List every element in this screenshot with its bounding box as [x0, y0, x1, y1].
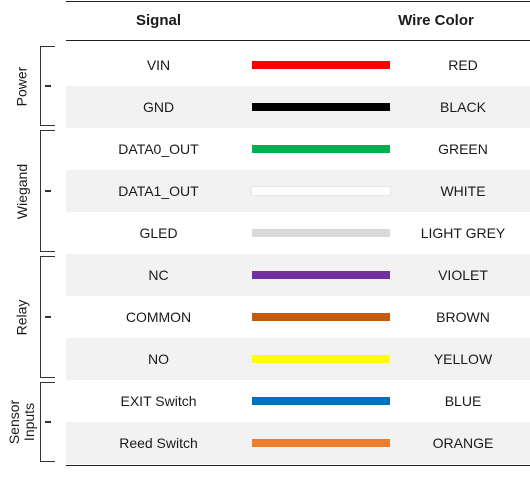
- group-label: Power: [13, 66, 30, 106]
- table-row-gnd: GND BLACK: [66, 86, 530, 128]
- table-header: Signal Wire Color: [66, 2, 530, 40]
- signal-name: DATA0_OUT: [118, 141, 199, 157]
- group-label: Sensor Inputs: [6, 399, 38, 445]
- table-row-gled: GLED LIGHT GREY: [66, 212, 530, 254]
- wire-color-name: BLUE: [444, 393, 482, 409]
- table-row-data1-out: DATA1_OUT WHITE: [66, 170, 530, 212]
- group-bracket-tick: [45, 190, 51, 192]
- group-bracket-tick: [45, 421, 51, 423]
- wire-color-name: LIGHT GREY: [420, 225, 506, 241]
- signal-name: COMMON: [125, 309, 192, 325]
- wire-swatch: [252, 313, 390, 321]
- table-row-common: COMMON BROWN: [66, 296, 530, 338]
- group-power: Power: [0, 44, 66, 128]
- wire-color-name: BLACK: [440, 99, 486, 115]
- table-row-exit-switch: EXIT Switch BLUE: [66, 380, 530, 422]
- wire-color-name: RED: [448, 57, 478, 73]
- signal-name: VIN: [146, 57, 171, 73]
- table-row-nc: NC VIOLET: [66, 254, 530, 296]
- table-top-rule: [66, 1, 530, 2]
- wire-swatch: [252, 439, 390, 447]
- wire-color-name: VIOLET: [438, 267, 488, 283]
- signal-name: GLED: [139, 225, 178, 241]
- wire-swatch: [252, 187, 390, 195]
- signal-name: NC: [148, 267, 169, 283]
- signal-name: Reed Switch: [119, 435, 198, 451]
- signal-name: EXIT Switch: [120, 393, 197, 409]
- table-row-no: NO YELLOW: [66, 338, 530, 380]
- table-row-data0-out: DATA0_OUT GREEN: [66, 128, 530, 170]
- wire-swatch: [252, 61, 390, 69]
- table-row-reed-switch: Reed Switch ORANGE: [66, 422, 530, 464]
- group-sensor-inputs: Sensor Inputs: [0, 380, 66, 464]
- group-label: Relay: [13, 299, 30, 335]
- wire-swatch: [252, 271, 390, 279]
- signal-name: GND: [142, 99, 175, 115]
- group-bracket: [40, 382, 55, 462]
- wire-swatch: [252, 355, 390, 363]
- signal-name: NO: [148, 351, 169, 367]
- wire-color-column-header: Wire Color: [398, 12, 474, 29]
- wire-swatch: [252, 397, 390, 405]
- header-rule: [66, 40, 530, 41]
- table-row-vin: VIN RED: [66, 44, 530, 86]
- wire-swatch: [252, 229, 390, 237]
- wire-color-name: ORANGE: [432, 435, 494, 451]
- group-bracket-tick: [45, 85, 51, 87]
- wire-color-name: WHITE: [440, 183, 486, 199]
- group-relay: Relay: [0, 254, 66, 380]
- group-bracket: [40, 256, 55, 378]
- group-bracket-tick: [45, 316, 51, 318]
- wire-swatch: [252, 145, 390, 153]
- table-bottom-rule: [66, 465, 530, 466]
- wire-color-name: YELLOW: [433, 351, 493, 367]
- group-wiegand: Wiegand: [0, 128, 66, 254]
- group-bracket: [40, 130, 55, 252]
- wire-swatch: [252, 103, 390, 111]
- group-label: Wiegand: [13, 163, 30, 219]
- wire-color-name: GREEN: [438, 141, 488, 157]
- group-bracket: [40, 46, 55, 126]
- signal-name: DATA1_OUT: [118, 183, 199, 199]
- wire-color-name: BROWN: [436, 309, 490, 325]
- signal-column-header: Signal: [135, 12, 181, 29]
